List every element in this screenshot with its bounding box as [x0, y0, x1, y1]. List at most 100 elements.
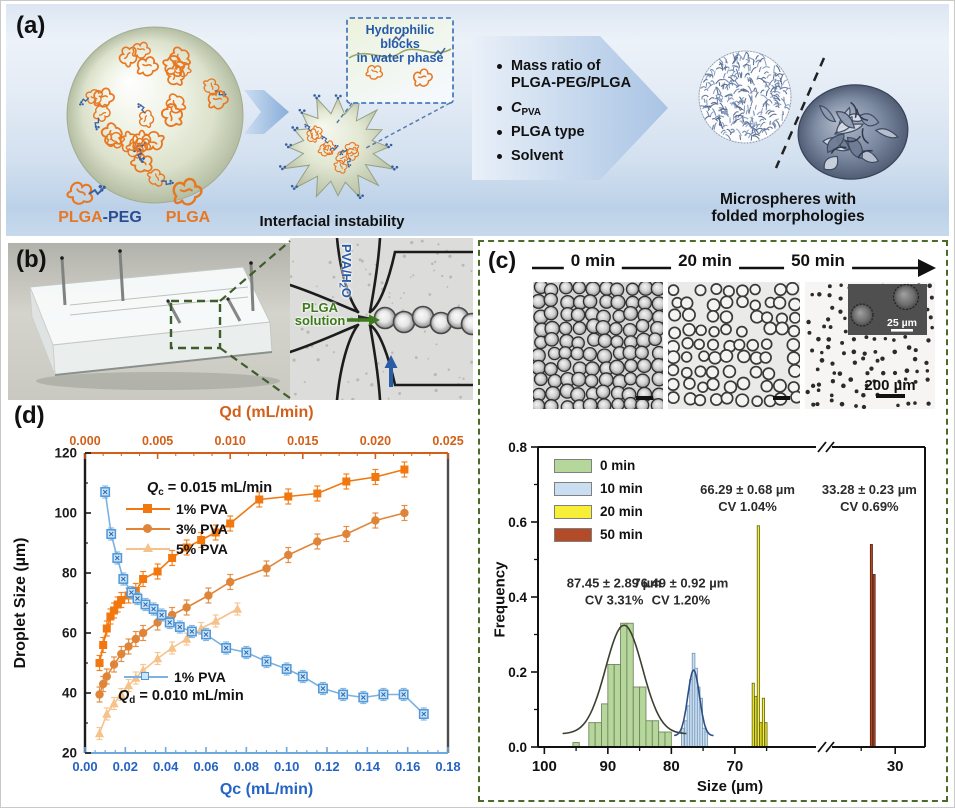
square-marker-icon [143, 504, 152, 513]
hist-legend-20min: 20 min [554, 504, 643, 519]
hydrophilic-callout-text: Hydrophilic blocks in water phase [356, 23, 444, 65]
legend-swatch [554, 458, 592, 473]
panel-c: (c) 0 min 20 min 50 min 25 µm 200 µm 100 9… [478, 240, 948, 802]
svg-text:0.14: 0.14 [355, 759, 381, 774]
bullet-plga-type: PLGA type [497, 124, 585, 141]
panel-a-tag: (a) [16, 12, 46, 39]
timeline-20min: 20 min [671, 251, 739, 271]
legend-swatch [554, 481, 592, 496]
svg-text:0.6: 0.6 [508, 515, 527, 530]
flow-focusing-micrograph [290, 238, 473, 400]
size-histogram: 100 90 80 70 30 0.0 0.2 0.4 0.6 0.8 87.45 ± 2.89 µ… [508, 440, 926, 775]
legend-top-title: Qc = 0.015 mL/min [147, 480, 273, 498]
bullet-dot [497, 154, 502, 159]
timeline-0min: 0 min [563, 251, 623, 271]
micrograph-0min [533, 282, 663, 409]
bullet-dot [497, 64, 502, 69]
svg-text:0.02: 0.02 [113, 759, 138, 774]
bullet-solvent: Solvent [497, 148, 563, 165]
svg-text:0.020: 0.020 [360, 434, 391, 448]
svg-text:CV 0.69%: CV 0.69% [840, 499, 899, 514]
svg-text:80: 80 [663, 758, 680, 775]
svg-text:70: 70 [727, 758, 744, 775]
legend-1pct-pva-blue: 1% PVA [124, 669, 226, 685]
svg-text:33.28 ± 0.23 µm: 33.28 ± 0.23 µm [822, 482, 917, 497]
hist-legend-0min: 0 min [554, 458, 635, 473]
micrograph-50min: 25 µm 200 µm [805, 282, 935, 409]
svg-text:0.025: 0.025 [432, 434, 463, 448]
svg-text:0.12: 0.12 [314, 759, 339, 774]
svg-text:CV 3.31%: CV 3.31% [585, 593, 644, 608]
svg-text:0.000: 0.000 [69, 434, 100, 448]
legend-swatch [554, 527, 592, 542]
svg-text:60: 60 [62, 626, 77, 641]
svg-text:0.0: 0.0 [508, 740, 527, 755]
svg-text:0.06: 0.06 [193, 759, 218, 774]
legend-1pct-pva-orange: 1% PVA [126, 501, 228, 517]
svg-text:66.29 ± 0.68 µm: 66.29 ± 0.68 µm [700, 482, 795, 497]
timeline-50min: 50 min [784, 251, 852, 271]
histogram-xlabel: Size (µm) [696, 778, 764, 795]
svg-text:0.005: 0.005 [142, 434, 173, 448]
histogram-ylabel: Frequency [491, 561, 509, 638]
svg-text:100: 100 [532, 758, 557, 775]
legend-bottom-title: Qd = 0.010 mL/min [118, 688, 244, 706]
micrograph-20min [668, 282, 800, 409]
svg-text:0.015: 0.015 [287, 434, 318, 448]
svg-text:76.49 ± 0.92 µm: 76.49 ± 0.92 µm [633, 576, 728, 591]
plga-solution-label: PLGA solution [294, 300, 346, 328]
legend-3pct-pva: 3% PVA [126, 521, 228, 537]
svg-text:80: 80 [62, 566, 77, 581]
circle-marker-icon [143, 524, 152, 533]
svg-text:CV 1.20%: CV 1.20% [652, 593, 711, 608]
panel-c-tag: (c) [488, 247, 517, 273]
hist-legend-50min: 50 min [554, 527, 643, 542]
top-axis-title: Qd (mL/min) [219, 404, 314, 421]
svg-text:40: 40 [62, 686, 77, 701]
interfacial-instability-label: Interfacial instability [259, 213, 405, 230]
bullet-cpva: CPVA [497, 100, 541, 121]
hist-legend-10min: 10 min [554, 481, 643, 496]
svg-text:0.00: 0.00 [72, 759, 97, 774]
panel-b: (b) PVA/H2O PLGA solution [0, 238, 478, 402]
svg-text:0.08: 0.08 [234, 759, 259, 774]
svg-text:0.10: 0.10 [274, 759, 299, 774]
svg-text:0.010: 0.010 [215, 434, 246, 448]
svg-text:100: 100 [54, 506, 77, 521]
svg-text:0.8: 0.8 [508, 440, 527, 455]
pva-water-label: PVA/H2O [337, 244, 354, 298]
svg-text:200 µm: 200 µm [864, 377, 915, 394]
panel-d-tag: (d) [14, 402, 45, 429]
legend-5pct-pva: 5% PVA [126, 541, 228, 557]
open-square-marker-icon [141, 672, 149, 680]
svg-text:0.04: 0.04 [153, 759, 179, 774]
y-axis-title: Droplet Size (µm) [12, 537, 29, 669]
microfluidic-chip-photo [8, 243, 290, 400]
svg-text:120: 120 [54, 446, 77, 461]
microspheres-caption: Microspheres with folded morphologies [711, 191, 865, 225]
plga-label: PLGA [165, 209, 211, 226]
svg-text:0.16: 0.16 [395, 759, 420, 774]
svg-text:0.4: 0.4 [508, 590, 527, 605]
svg-text:20: 20 [62, 746, 77, 761]
svg-text:30: 30 [887, 758, 904, 775]
triangle-marker-icon [143, 543, 153, 552]
svg-text:0.18: 0.18 [435, 759, 460, 774]
svg-text:0.2: 0.2 [508, 665, 527, 680]
svg-text:87.45 ± 2.89 µm: 87.45 ± 2.89 µm [567, 576, 662, 591]
svg-text:90: 90 [600, 758, 617, 775]
panel-a-illustration [66, 17, 909, 206]
bullet-dot [497, 130, 502, 135]
legend-swatch [554, 504, 592, 519]
panel-b-tag: (b) [16, 246, 47, 273]
svg-text:CV 1.04%: CV 1.04% [718, 499, 777, 514]
droplet-size-chart: 0.00 0.02 0.04 0.06 0.08 0.10 0.12 0.14 0.16 0.18… [54, 434, 463, 774]
svg-text:25 µm: 25 µm [887, 317, 917, 329]
bullet-mass-ratio: Mass ratio of PLGA-PEG/PLGA [497, 58, 631, 92]
bottom-axis-title: Qc (mL/min) [219, 781, 314, 798]
bullet-dot [497, 106, 502, 111]
plga-peg-label: PLGA-PEG [58, 209, 142, 226]
condition-list: Mass ratio of PLGA-PEG/PLGA CPVA PLGA typ… [497, 0, 677, 238]
panel-d: 0.00 0.02 0.04 0.06 0.08 0.10 0.12 0.14 0.16 0.18… [0, 400, 478, 808]
